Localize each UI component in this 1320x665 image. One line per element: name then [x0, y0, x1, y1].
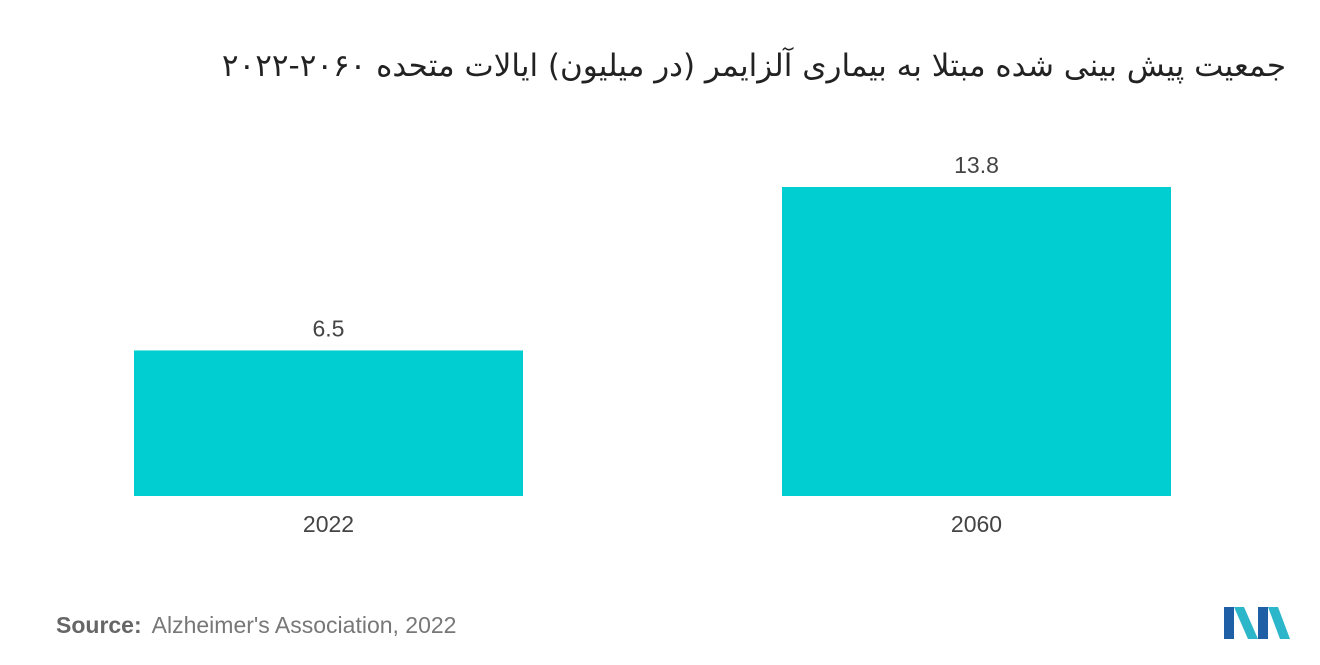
value-label-2060: 13.8: [954, 152, 999, 178]
logo-left-stroke: [1224, 607, 1234, 639]
value-labels-group: 6.5 13.8: [313, 152, 999, 341]
source-label: Source:: [56, 612, 142, 638]
source-note: Source: Alzheimer's Association, 2022: [56, 612, 456, 639]
category-labels-group: 2022 2060: [303, 511, 1002, 537]
logo-mid-stroke: [1234, 607, 1258, 639]
bar-2060: [782, 187, 1171, 496]
bars-group: [134, 187, 1171, 496]
value-label-2022: 6.5: [313, 315, 345, 341]
category-label-2022: 2022: [303, 511, 354, 537]
bar-2022: [134, 350, 523, 496]
logo-right-stroke: [1258, 607, 1268, 639]
chart-title: جمعیت پیش بینی شده مبتلا به بیماری آلزای…: [221, 48, 1286, 84]
source-text: Alzheimer's Association, 2022: [151, 612, 457, 638]
mordor-intelligence-logo-icon: [1224, 607, 1290, 639]
logo-tail-stroke: [1268, 607, 1290, 639]
category-label-2060: 2060: [951, 511, 1002, 537]
